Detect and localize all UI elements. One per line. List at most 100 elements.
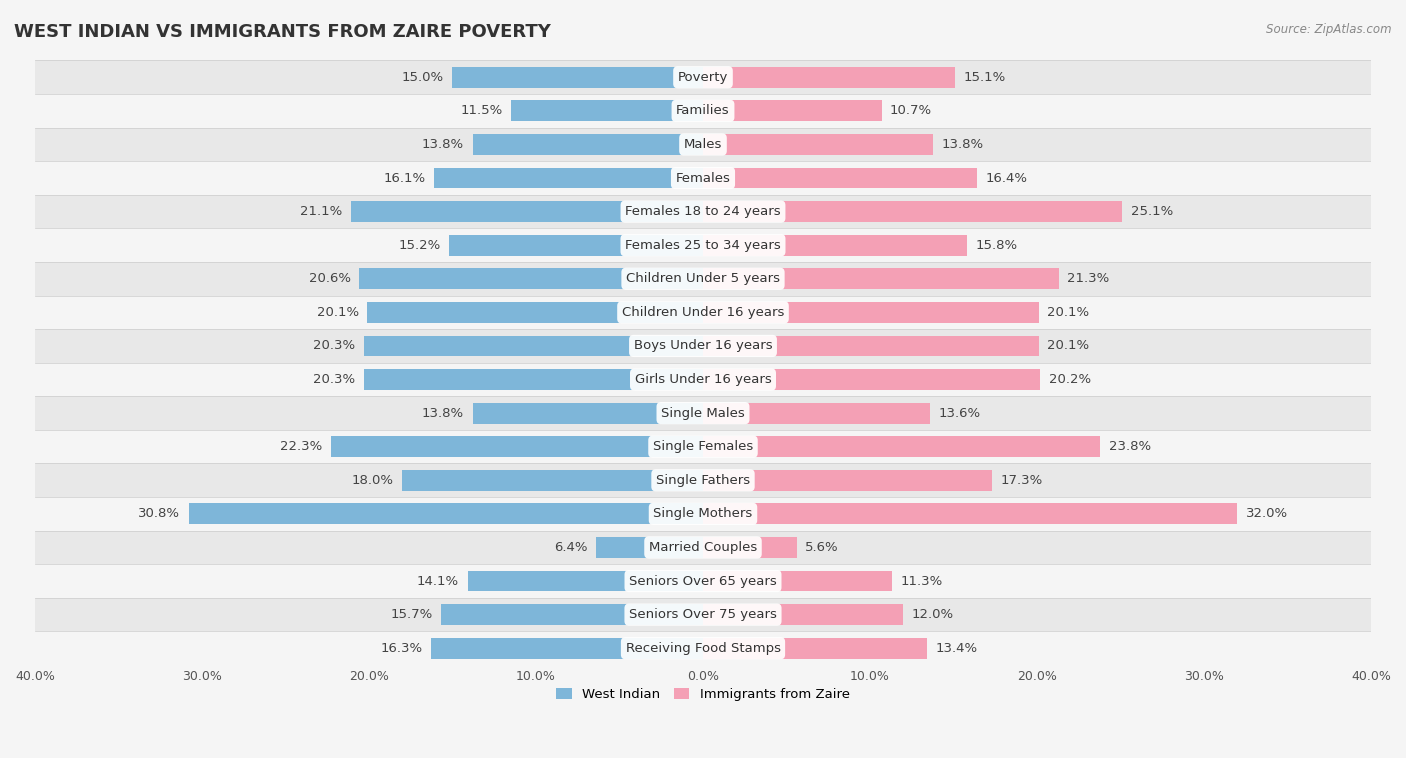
Text: 12.0%: 12.0%	[911, 608, 953, 621]
Bar	[703, 201, 1122, 222]
Bar	[703, 369, 1040, 390]
Text: 23.8%: 23.8%	[1109, 440, 1152, 453]
Bar	[703, 134, 934, 155]
Text: WEST INDIAN VS IMMIGRANTS FROM ZAIRE POVERTY: WEST INDIAN VS IMMIGRANTS FROM ZAIRE POV…	[14, 23, 551, 41]
Bar	[35, 94, 1371, 127]
Text: Receiving Food Stamps: Receiving Food Stamps	[626, 642, 780, 655]
Text: 15.8%: 15.8%	[976, 239, 1018, 252]
Bar	[35, 396, 1371, 430]
Bar	[188, 503, 703, 525]
Bar	[35, 631, 1371, 665]
Text: Children Under 5 years: Children Under 5 years	[626, 272, 780, 285]
Text: Females 18 to 24 years: Females 18 to 24 years	[626, 205, 780, 218]
Bar	[35, 195, 1371, 228]
Bar	[441, 604, 703, 625]
Bar	[449, 235, 703, 255]
Text: 15.1%: 15.1%	[963, 70, 1005, 84]
Text: 13.8%: 13.8%	[422, 406, 464, 420]
Bar	[472, 134, 703, 155]
Bar	[703, 437, 1101, 457]
Text: Females: Females	[675, 171, 731, 184]
Text: 13.6%: 13.6%	[938, 406, 980, 420]
Bar	[703, 402, 931, 424]
Text: 13.4%: 13.4%	[935, 642, 977, 655]
Text: 25.1%: 25.1%	[1130, 205, 1173, 218]
Bar	[703, 101, 882, 121]
Text: 16.3%: 16.3%	[380, 642, 422, 655]
Bar	[434, 168, 703, 189]
Text: 15.7%: 15.7%	[391, 608, 433, 621]
Bar	[703, 537, 797, 558]
Bar	[359, 268, 703, 290]
Bar	[703, 168, 977, 189]
Bar	[35, 262, 1371, 296]
Bar	[367, 302, 703, 323]
Text: 22.3%: 22.3%	[280, 440, 322, 453]
Text: 11.3%: 11.3%	[900, 575, 942, 587]
Text: Single Mothers: Single Mothers	[654, 507, 752, 521]
Text: Single Males: Single Males	[661, 406, 745, 420]
Bar	[703, 336, 1039, 356]
Legend: West Indian, Immigrants from Zaire: West Indian, Immigrants from Zaire	[551, 683, 855, 706]
Bar	[350, 201, 703, 222]
Bar	[703, 503, 1237, 525]
Text: Seniors Over 65 years: Seniors Over 65 years	[628, 575, 778, 587]
Text: 20.2%: 20.2%	[1049, 373, 1091, 386]
Text: 30.8%: 30.8%	[138, 507, 180, 521]
Text: 13.8%: 13.8%	[942, 138, 984, 151]
Text: Source: ZipAtlas.com: Source: ZipAtlas.com	[1267, 23, 1392, 36]
Text: 32.0%: 32.0%	[1246, 507, 1288, 521]
Text: 14.1%: 14.1%	[418, 575, 460, 587]
Bar	[453, 67, 703, 88]
Text: Poverty: Poverty	[678, 70, 728, 84]
Text: 17.3%: 17.3%	[1000, 474, 1042, 487]
Text: 20.6%: 20.6%	[308, 272, 350, 285]
Bar	[35, 296, 1371, 329]
Bar	[35, 161, 1371, 195]
Text: 11.5%: 11.5%	[460, 105, 502, 117]
Bar	[364, 336, 703, 356]
Text: 5.6%: 5.6%	[804, 541, 838, 554]
Text: 10.7%: 10.7%	[890, 105, 932, 117]
Text: 20.1%: 20.1%	[1047, 306, 1090, 319]
Bar	[430, 637, 703, 659]
Bar	[596, 537, 703, 558]
Bar	[35, 430, 1371, 463]
Bar	[35, 497, 1371, 531]
Bar	[703, 268, 1059, 290]
Bar	[468, 571, 703, 591]
Text: 20.3%: 20.3%	[314, 373, 356, 386]
Text: Families: Families	[676, 105, 730, 117]
Bar	[703, 571, 891, 591]
Bar	[35, 228, 1371, 262]
Text: 15.2%: 15.2%	[398, 239, 441, 252]
Text: Seniors Over 75 years: Seniors Over 75 years	[628, 608, 778, 621]
Bar	[35, 564, 1371, 598]
Text: Boys Under 16 years: Boys Under 16 years	[634, 340, 772, 352]
Text: Males: Males	[683, 138, 723, 151]
Text: Females 25 to 34 years: Females 25 to 34 years	[626, 239, 780, 252]
Bar	[330, 437, 703, 457]
Bar	[703, 67, 955, 88]
Text: 15.0%: 15.0%	[402, 70, 444, 84]
Text: 21.3%: 21.3%	[1067, 272, 1109, 285]
Text: Girls Under 16 years: Girls Under 16 years	[634, 373, 772, 386]
Bar	[703, 604, 904, 625]
Text: Single Females: Single Females	[652, 440, 754, 453]
Bar	[35, 463, 1371, 497]
Bar	[472, 402, 703, 424]
Bar	[703, 637, 927, 659]
Bar	[35, 127, 1371, 161]
Bar	[703, 470, 993, 490]
Text: Married Couples: Married Couples	[650, 541, 756, 554]
Bar	[703, 235, 967, 255]
Text: Children Under 16 years: Children Under 16 years	[621, 306, 785, 319]
Text: 16.4%: 16.4%	[986, 171, 1028, 184]
Bar	[35, 598, 1371, 631]
Text: 20.3%: 20.3%	[314, 340, 356, 352]
Bar	[402, 470, 703, 490]
Bar	[35, 329, 1371, 363]
Bar	[364, 369, 703, 390]
Bar	[35, 61, 1371, 94]
Text: 20.1%: 20.1%	[1047, 340, 1090, 352]
